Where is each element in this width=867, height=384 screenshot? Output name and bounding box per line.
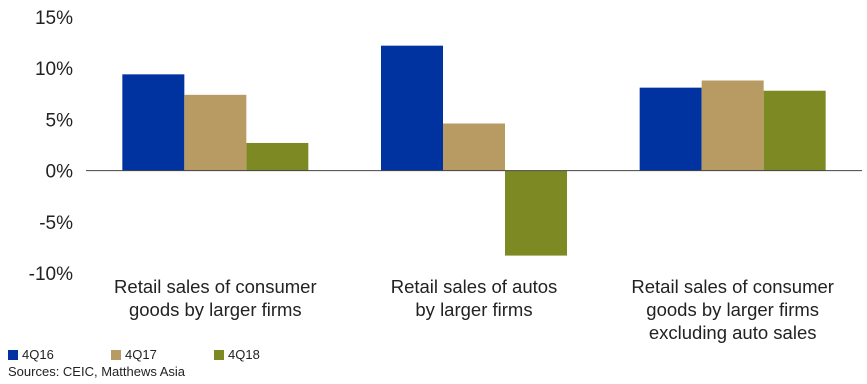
category-label-1: Retail sales of consumer goods by larger … xyxy=(114,276,317,320)
legend-label-4q18: 4Q18 xyxy=(228,347,260,362)
category-labels: Retail sales of consumer goods by larger … xyxy=(114,276,834,343)
bar-4q17-cat-2 xyxy=(443,123,505,171)
legend-item-4q16: 4Q16 xyxy=(8,348,111,362)
legend: 4Q16 4Q17 4Q18 xyxy=(8,348,317,362)
y-tick-label: -5% xyxy=(39,213,73,234)
legend-swatch-4q17 xyxy=(111,350,121,360)
legend-item-4q17: 4Q17 xyxy=(111,348,214,362)
category-label-3: Retail sales of consumer goods by larger … xyxy=(631,276,834,343)
bar-4q18-cat-1 xyxy=(246,142,309,171)
y-tick-label: -10% xyxy=(29,264,73,285)
source-note: Sources: CEIC, Matthews Asia xyxy=(8,364,186,379)
bar-4q18-cat-3 xyxy=(763,90,826,171)
legend-label-4q17: 4Q17 xyxy=(125,347,157,362)
bar-4q16-cat-2 xyxy=(381,45,443,171)
legend-swatch-4q16 xyxy=(8,350,18,360)
y-tick-label: 15% xyxy=(35,8,73,29)
bar-4q17-cat-3 xyxy=(701,80,764,171)
bar-4q17-cat-1 xyxy=(184,94,247,171)
y-tick-label: 10% xyxy=(35,59,73,80)
bar-4q16-cat-3 xyxy=(639,87,702,171)
y-tick-label: 0% xyxy=(46,162,74,183)
bar-4q16-cat-1 xyxy=(122,74,185,171)
y-tick-label: 5% xyxy=(46,110,74,131)
legend-label-4q16: 4Q16 xyxy=(22,347,54,362)
bars xyxy=(122,45,826,256)
legend-swatch-4q18 xyxy=(214,350,224,360)
legend-item-4q18: 4Q18 xyxy=(214,348,317,362)
y-axis-tick-labels: -10% -5% 0% 5% 10% 15% xyxy=(29,8,73,285)
category-label-2: Retail sales of autos by larger firms xyxy=(391,276,558,320)
bar-4q18-cat-2 xyxy=(505,170,567,256)
